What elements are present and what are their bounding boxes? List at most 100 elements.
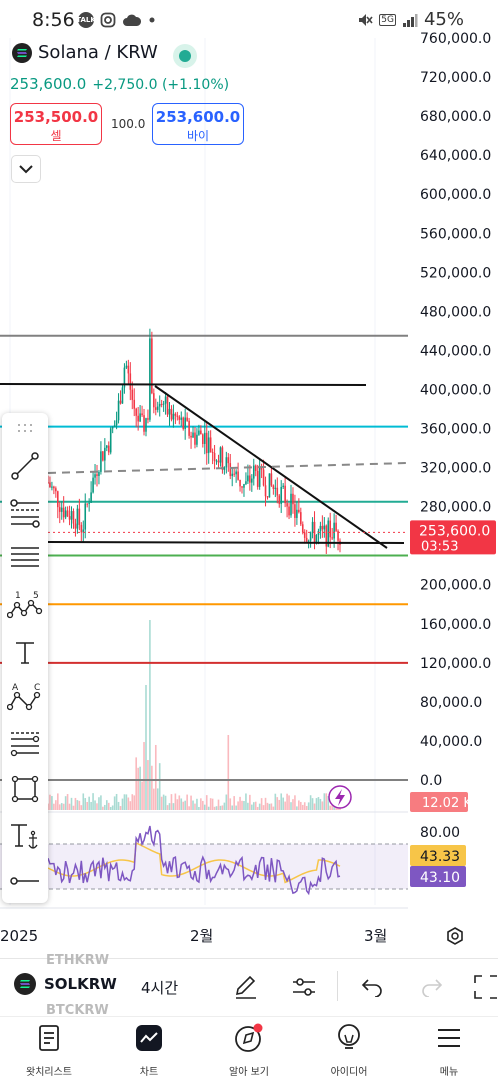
lightbulb-icon [299, 1023, 399, 1053]
candle-body [282, 485, 284, 487]
spread-value: 100.0 [111, 117, 146, 131]
volume-bar [162, 794, 165, 810]
price-tick-label: 440,000.0 [420, 343, 491, 359]
candle-body [262, 469, 265, 486]
trend-line-tool[interactable] [2, 446, 48, 486]
volume-bar [329, 805, 332, 810]
redo-icon[interactable] [418, 973, 446, 1001]
candle-body [298, 509, 300, 513]
candle-body [141, 413, 143, 416]
candle-body [231, 473, 234, 477]
volume-bar [131, 794, 134, 810]
pencil-icon[interactable] [232, 973, 260, 1001]
chart-canvas[interactable]: 760,000.0 720,000.0 680,000.0 640,000.0 600,… [0, 0, 498, 958]
candle-body [223, 467, 226, 470]
undo-icon[interactable] [358, 973, 386, 1001]
candle-body [194, 432, 196, 445]
nav-ideas[interactable]: 아이디어 [299, 1023, 399, 1078]
fullscreen-icon[interactable] [472, 973, 498, 1001]
volume-bar [74, 797, 77, 810]
candle-body [170, 408, 173, 420]
volume-bars [47, 620, 341, 810]
candle-body [125, 365, 128, 368]
interval-selector[interactable]: 4시간 [141, 979, 179, 997]
candle-body [135, 408, 137, 416]
volume-bar [264, 797, 267, 810]
horizontal-ray-tool[interactable] [2, 861, 48, 901]
abcd-pattern-tool[interactable]: A C [2, 677, 48, 717]
volume-bar [288, 795, 290, 810]
volume-bar [272, 806, 275, 810]
candle-body [68, 516, 71, 520]
candle-body [162, 403, 165, 405]
time-tick-label: 2025 [0, 927, 38, 945]
candle-body [105, 445, 108, 448]
volume-bar [168, 803, 171, 810]
candle-body [290, 493, 292, 516]
fib-retracement-tool[interactable] [2, 493, 48, 533]
price-tick-label: 320,000.0 [420, 461, 491, 477]
volume-bar [276, 797, 279, 810]
nav-chart[interactable]: 차트 [99, 1023, 199, 1078]
system-icons: 5G 45% [357, 9, 464, 30]
volume-bar [115, 793, 118, 810]
volume-bar [205, 795, 208, 810]
candle-body [107, 445, 110, 453]
rsi-line [47, 825, 341, 896]
candle-body [92, 477, 94, 493]
ghost-symbol-above: ETHKRW [46, 953, 110, 968]
abcd-a-label: A [12, 683, 19, 693]
volume-bar [143, 742, 145, 810]
sell-button[interactable]: 253,500.0 셀 [10, 103, 102, 145]
volume-bar [121, 798, 124, 810]
price-range-tool[interactable] [2, 723, 48, 763]
candle-body [121, 387, 124, 404]
text-tool[interactable] [2, 633, 48, 673]
countdown-text: 03:53 [421, 539, 458, 554]
candle-body [80, 524, 83, 533]
drag-handle-icon[interactable] [2, 415, 48, 441]
candle-body [243, 484, 245, 488]
settings-icon[interactable] [447, 927, 463, 945]
drawings[interactable] [0, 383, 409, 549]
buy-button[interactable]: 253,600.0 바이 [152, 103, 244, 145]
volume-bar [119, 806, 122, 810]
price-line: 253,600.0 +2,750.0 (+1.10%) [10, 75, 229, 93]
price-tick-label: 120,000.0 [420, 656, 491, 672]
volume-bar [331, 805, 333, 810]
lightning-bolt [335, 789, 345, 806]
market-open-indicator [173, 44, 197, 68]
volume-bar [249, 794, 251, 810]
rsi-ma-value: 43.33 [420, 849, 460, 865]
nav-menu[interactable]: 메뉴 [399, 1023, 498, 1078]
volume-bar [135, 757, 137, 810]
nav-explore[interactable]: 알아 보기 [199, 1023, 299, 1078]
volume-bar [56, 793, 59, 810]
candle-body [47, 482, 49, 484]
price-tick-label: 400,000.0 [420, 382, 491, 398]
price-axis[interactable]: 760,000.0 720,000.0 680,000.0 640,000.0 600,… [0, 31, 496, 945]
candle-body [217, 460, 220, 463]
last-price: 253,600.0 [10, 75, 87, 93]
volume-bar [184, 800, 186, 810]
fib-retracement-icon [10, 499, 40, 528]
candle-body [301, 524, 304, 533]
horizontal-levels[interactable] [0, 334, 408, 781]
candle-body [317, 530, 320, 535]
volume-bar [325, 793, 328, 810]
volume-bar [78, 800, 81, 810]
indicator-settings-icon[interactable] [290, 973, 318, 1001]
candle-body [115, 420, 118, 426]
collapse-button[interactable] [11, 155, 41, 183]
volume-bar [296, 806, 298, 810]
parallel-channel-tool[interactable] [2, 537, 48, 577]
symbol-header[interactable]: Solana / KRW [12, 42, 158, 63]
nav-watchlist[interactable]: 왓치리스트 [0, 1023, 99, 1078]
symbol-selector[interactable]: SOLKRW [14, 973, 117, 995]
rectangle-tool[interactable] [2, 769, 48, 809]
volume-bar [166, 805, 169, 810]
xabcd-pattern-tool[interactable]: 1 5 [2, 585, 48, 625]
anchored-text-tool[interactable] [2, 817, 48, 857]
current-price-text: 253,600.0 [419, 523, 490, 539]
candle-body [247, 475, 249, 482]
